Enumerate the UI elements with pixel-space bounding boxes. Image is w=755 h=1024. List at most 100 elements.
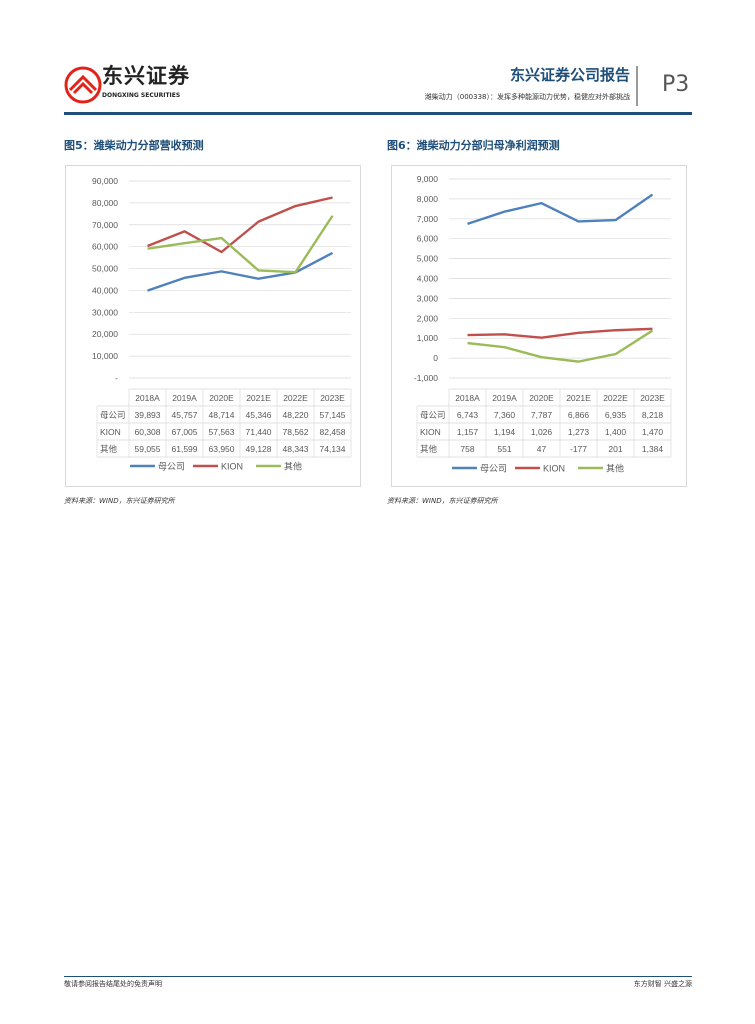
figure-title: 图5：潍柴动力分部营收预测 bbox=[64, 139, 204, 152]
data-value-label: 47 bbox=[537, 444, 547, 454]
data-value-label: 57,563 bbox=[209, 427, 235, 437]
data-value-label: 45,757 bbox=[172, 410, 198, 420]
data-value-label: 1,470 bbox=[642, 427, 664, 437]
y-tick-label: -1,000 bbox=[414, 373, 438, 383]
y-tick-label: 4,000 bbox=[417, 274, 439, 284]
source-note: 资料来源：WIND，东兴证券研究所 bbox=[387, 497, 498, 505]
source-note: 资料来源：WIND，东兴证券研究所 bbox=[64, 497, 175, 505]
data-value-label: 6,866 bbox=[568, 410, 590, 420]
data-value-label: -177 bbox=[570, 444, 587, 454]
data-value-label: 6,935 bbox=[605, 410, 627, 420]
data-value-label: 67,005 bbox=[172, 427, 198, 437]
x-category-label: 2022E bbox=[283, 393, 308, 403]
figure-title: 图6：潍柴动力分部归母净利润预测 bbox=[387, 139, 560, 152]
x-category-label: 2019A bbox=[172, 393, 197, 403]
legend-label: 其他 bbox=[606, 463, 624, 474]
y-tick-label: 10,000 bbox=[92, 351, 118, 361]
legend-label: KION bbox=[543, 464, 565, 474]
table-row-label: 其他 bbox=[420, 444, 438, 454]
data-value-label: 48,714 bbox=[209, 410, 235, 420]
revenue-chart: - 10,000 20,000 30,000 40,000 50,000 60,000 70,… bbox=[92, 176, 352, 472]
x-category-label: 2022E bbox=[603, 393, 628, 403]
table-row-label: 其他 bbox=[100, 444, 118, 454]
table-row-label: 母公司 bbox=[100, 410, 126, 420]
y-tick-label: 30,000 bbox=[92, 307, 118, 317]
data-value-label: 201 bbox=[608, 444, 622, 454]
data-value-label: 59,055 bbox=[135, 444, 161, 454]
x-category-label: 2020E bbox=[529, 393, 554, 403]
chart-frame bbox=[391, 165, 687, 487]
legend-label: KION bbox=[221, 462, 243, 472]
x-category-label: 2021E bbox=[246, 393, 271, 403]
data-value-label: 48,220 bbox=[283, 410, 309, 420]
data-value-label: 551 bbox=[497, 444, 511, 454]
data-value-label: 39,893 bbox=[135, 410, 161, 420]
legend-label: 母公司 bbox=[158, 462, 185, 472]
x-category-label: 2020E bbox=[209, 393, 234, 403]
x-category-label: 2019A bbox=[492, 393, 517, 403]
header-rule bbox=[64, 112, 692, 115]
series-line-0 bbox=[467, 193, 654, 226]
report-subtitle: 潍柴动力（000338）：发挥多种能源动力优势，稳健应对外部挑战 bbox=[424, 93, 630, 101]
disclaimer-note: 敬请参阅报告结尾处的免责声明 bbox=[64, 980, 162, 988]
y-tick-label: 6,000 bbox=[417, 234, 439, 244]
legend-label: 其他 bbox=[284, 461, 302, 472]
table-row-label: KION bbox=[420, 427, 441, 437]
data-value-label: 48,343 bbox=[283, 444, 309, 454]
data-value-label: 758 bbox=[460, 444, 474, 454]
data-value-label: 74,134 bbox=[320, 444, 346, 454]
table-row-label: KION bbox=[100, 427, 121, 437]
y-tick-label: 9,000 bbox=[417, 174, 439, 184]
data-value-label: 6,743 bbox=[457, 410, 479, 420]
profit-chart: -1,000 0 1,000 2,000 3,000 4,000 5,000 6,000 7,0… bbox=[414, 174, 672, 474]
data-value-label: 1,384 bbox=[642, 444, 664, 454]
table-row-label: 母公司 bbox=[420, 410, 446, 420]
y-tick-label: 0 bbox=[433, 353, 438, 363]
legend-label: 母公司 bbox=[480, 464, 507, 474]
data-value-label: 78,562 bbox=[283, 427, 309, 437]
x-category-label: 2018A bbox=[455, 393, 480, 403]
logo-subtext: DONGXING SECURITIES bbox=[102, 92, 181, 99]
logo-icon bbox=[64, 66, 102, 104]
report-title: 东兴证券公司报告 bbox=[509, 66, 630, 84]
data-value-label: 57,145 bbox=[320, 410, 346, 420]
y-tick-label: - bbox=[115, 373, 118, 383]
y-tick-label: 1,000 bbox=[417, 333, 439, 343]
data-value-label: 45,346 bbox=[246, 410, 272, 420]
data-value-label: 61,599 bbox=[172, 444, 198, 454]
x-category-label: 2018A bbox=[135, 393, 160, 403]
data-value-label: 8,218 bbox=[642, 410, 664, 420]
y-tick-label: 50,000 bbox=[92, 264, 118, 274]
x-category-label: 2023E bbox=[640, 393, 665, 403]
chart-frame bbox=[65, 165, 361, 487]
y-tick-label: 2,000 bbox=[417, 313, 439, 323]
series-line-1 bbox=[147, 196, 333, 254]
divider bbox=[636, 66, 638, 106]
data-value-label: 1,400 bbox=[605, 427, 627, 437]
data-value-label: 49,128 bbox=[246, 444, 272, 454]
data-value-label: 82,458 bbox=[320, 427, 346, 437]
y-tick-label: 80,000 bbox=[92, 198, 118, 208]
y-tick-label: 5,000 bbox=[417, 254, 439, 264]
x-category-label: 2021E bbox=[566, 393, 591, 403]
data-value-label: 1,157 bbox=[457, 427, 479, 437]
data-value-label: 60,308 bbox=[135, 427, 161, 437]
series-line-0 bbox=[147, 251, 334, 292]
data-value-label: 1,194 bbox=[494, 427, 516, 437]
page-number: P3 bbox=[662, 72, 690, 97]
series-line-2 bbox=[147, 215, 334, 274]
y-tick-label: 7,000 bbox=[417, 214, 439, 224]
y-tick-label: 90,000 bbox=[92, 176, 118, 186]
data-value-label: 63,950 bbox=[209, 444, 235, 454]
footer-slogan: 东方财智 兴盛之源 bbox=[633, 980, 692, 988]
x-category-label: 2023E bbox=[320, 393, 345, 403]
y-tick-label: 3,000 bbox=[417, 293, 439, 303]
y-tick-label: 8,000 bbox=[417, 194, 439, 204]
y-tick-label: 20,000 bbox=[92, 329, 118, 339]
data-value-label: 1,026 bbox=[531, 427, 553, 437]
logo-text: 东兴证券 bbox=[102, 64, 190, 88]
data-value-label: 71,440 bbox=[246, 427, 272, 437]
y-tick-label: 70,000 bbox=[92, 220, 118, 230]
y-tick-label: 60,000 bbox=[92, 242, 118, 252]
